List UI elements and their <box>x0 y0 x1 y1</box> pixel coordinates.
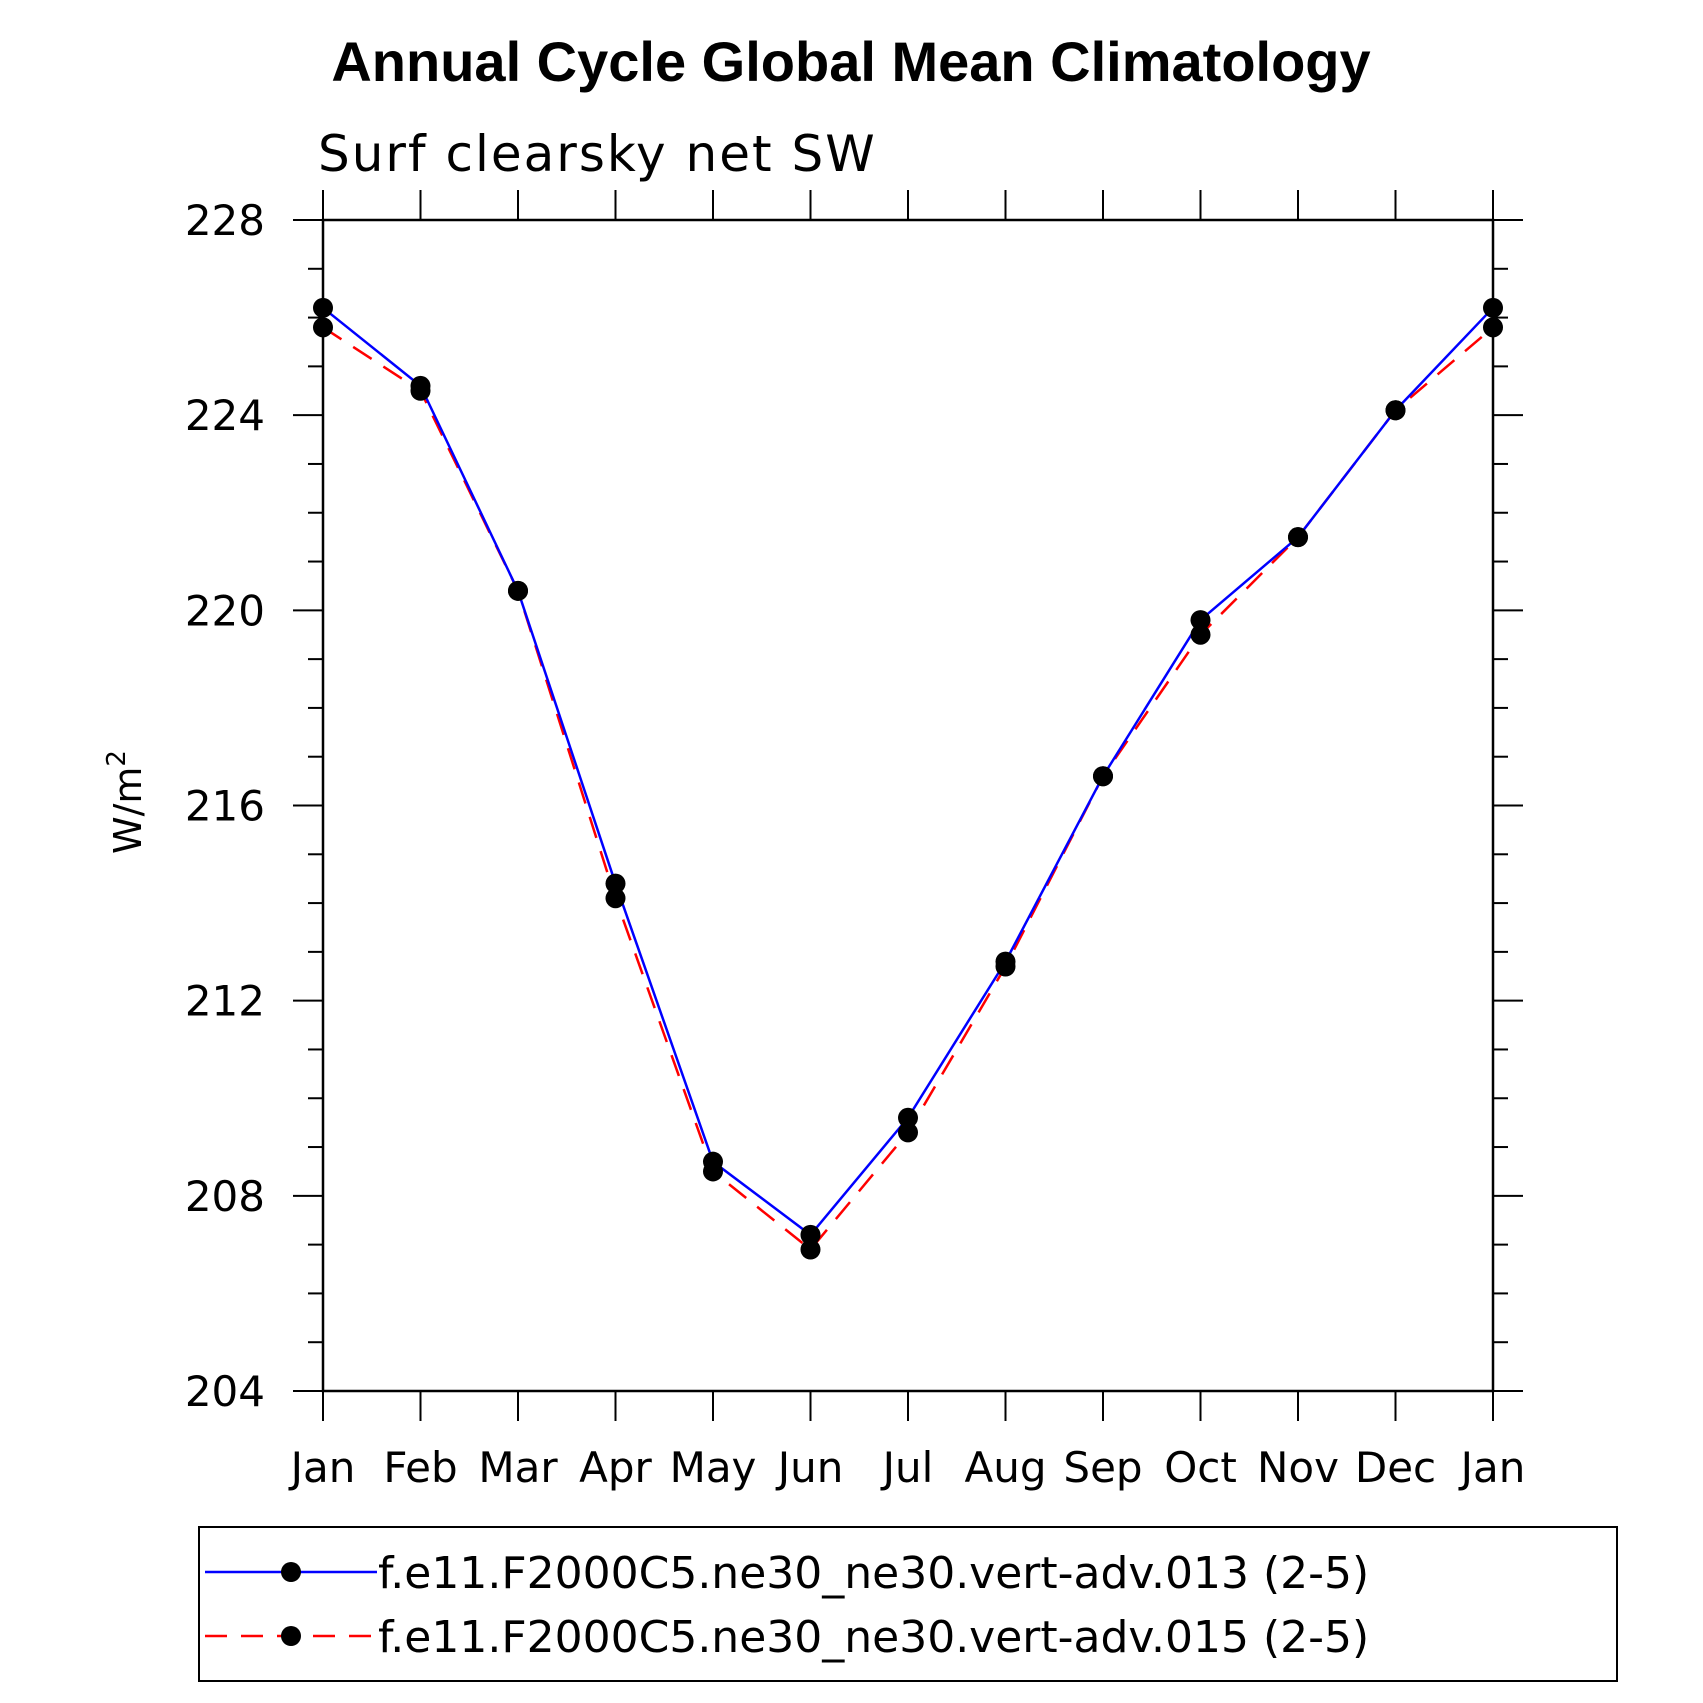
chart-title: Annual Cycle Global Mean Climatology <box>331 30 1370 93</box>
x-tick-label: Apr <box>579 1443 652 1492</box>
y-axis-label: W/m2 <box>102 750 150 854</box>
series-2-point <box>605 888 626 909</box>
x-tick-label: Jan <box>288 1443 356 1492</box>
legend: f.e11.F2000C5.ne30_ne30.vert-adv.013 (2-… <box>198 1526 1618 1682</box>
x-axis-tick-labels: Jan Feb Mar Apr May Jun Jul Aug Sep Oct Nov Dec Jan <box>288 1443 1526 1492</box>
plot-area-border <box>321 218 1495 1393</box>
series-1-point <box>313 297 333 318</box>
y-axis-tick-labels: 204 208 212 216 220 224 228 <box>185 196 265 1416</box>
series-2-point <box>313 317 333 338</box>
x-tick-label: Jan <box>1458 1443 1526 1492</box>
x-tick-label: Sep <box>1063 1443 1142 1492</box>
y-tick-label: 224 <box>185 391 265 440</box>
x-tick-label: Dec <box>1355 1443 1436 1492</box>
y-axis-label-superscript: 2 <box>102 750 132 767</box>
x-tick-label: May <box>670 1443 757 1492</box>
x-tick-label: Oct <box>1164 1443 1237 1492</box>
x-tick-label: Mar <box>478 1443 558 1492</box>
x-tick-label: Feb <box>383 1443 457 1492</box>
legend-marker-1 <box>281 1562 301 1582</box>
y-axis-label-unit: W/m <box>106 767 150 854</box>
x-tick-label: Jul <box>880 1443 934 1492</box>
y-tick-label: 204 <box>185 1367 265 1416</box>
series-2-point <box>995 956 1016 977</box>
x-tick-label: Nov <box>1257 1443 1339 1492</box>
chart-subtitle: Surf clearsky net SW <box>318 125 877 183</box>
series-layer <box>313 297 1503 1260</box>
series-2-point <box>410 380 431 401</box>
series-1-point <box>1190 610 1211 631</box>
x-axis-ticks <box>322 190 1494 1421</box>
series-2-point <box>800 1239 821 1260</box>
y-tick-label: 228 <box>185 196 265 245</box>
legend-label-1: f.e11.F2000C5.ne30_ne30.vert-adv.013 (2-… <box>378 1548 1369 1599</box>
series-2-point <box>1385 400 1406 421</box>
plot-frame <box>321 218 1495 1393</box>
legend-box <box>198 1526 1618 1682</box>
series-2-point <box>508 580 528 601</box>
y-tick-label: 216 <box>185 782 265 831</box>
legend-label-2: f.e11.F2000C5.ne30_ne30.vert-adv.015 (2-… <box>378 1612 1369 1663</box>
series-2-point <box>703 1161 723 1182</box>
series-1-point <box>605 873 626 894</box>
y-tick-label: 220 <box>185 586 265 635</box>
series-2-point <box>1093 766 1113 787</box>
x-tick-label: Jun <box>775 1443 844 1492</box>
series-line-1 <box>322 306 1494 1237</box>
series-1-point <box>800 1224 821 1245</box>
series-2-point <box>1288 527 1308 548</box>
series-2-point <box>1483 317 1503 338</box>
series-2-point <box>898 1122 918 1143</box>
series-1-point <box>898 1107 918 1128</box>
legend-marker-2 <box>281 1626 301 1646</box>
series-1-point <box>1483 297 1503 318</box>
y-axis-ticks <box>293 219 1523 1392</box>
y-tick-label: 212 <box>185 977 265 1026</box>
y-tick-label: 208 <box>185 1172 265 1221</box>
series-2-point <box>1190 624 1211 645</box>
x-tick-label: Aug <box>964 1443 1046 1492</box>
